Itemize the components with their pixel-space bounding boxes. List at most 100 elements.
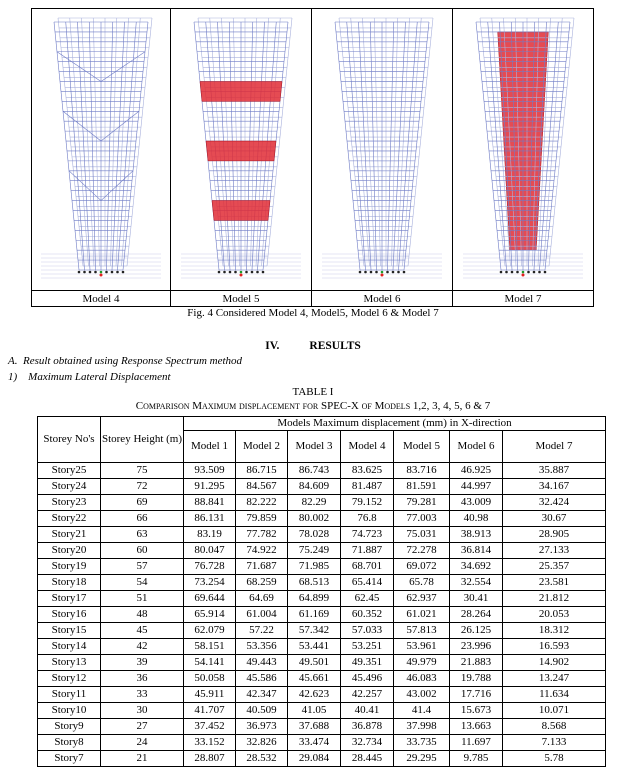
- table-cell: 27.133: [502, 542, 606, 559]
- table-cell: 86.131: [183, 510, 236, 527]
- data-row: Story14 42 58.151 53.356 53.441 53.251 53.961 2…: [37, 638, 606, 655]
- outrigger-band: [205, 140, 277, 162]
- table-cell: 54: [100, 574, 184, 591]
- support: [77, 270, 81, 274]
- table-cell: 77.782: [235, 526, 288, 543]
- column-line: [53, 21, 80, 271]
- table-cell: 50.058: [183, 670, 236, 687]
- figure-caption: Fig. 4 Considered Model 4, Model5, Model…: [187, 307, 439, 319]
- table-cell: 34.167: [502, 478, 606, 495]
- table-cell: 45: [100, 622, 184, 639]
- support: [239, 270, 243, 274]
- data-row: Story7 21 28.807 28.532 29.084 28.445 29.295 9.…: [37, 750, 606, 767]
- table-cell: 71.887: [340, 542, 394, 559]
- table-cell: 40.41: [340, 702, 394, 719]
- column-header: Model 5: [393, 430, 450, 463]
- support: [239, 273, 243, 277]
- table-cell: 36.878: [340, 718, 394, 735]
- table-cell: 69.072: [393, 558, 450, 575]
- panel-label: Model 4: [83, 293, 120, 305]
- data-row: Story13 39 54.141 49.443 49.501 49.351 49.979 2…: [37, 654, 606, 671]
- table-cell: 42.347: [235, 686, 288, 703]
- support: [245, 270, 248, 274]
- table-cell: 71.687: [235, 558, 288, 575]
- table-cell: 88.841: [183, 494, 236, 511]
- data-row: Story11 33 45.911 42.347 42.623 42.257 43.002 1…: [37, 686, 606, 703]
- support: [397, 270, 400, 274]
- subsubsection-heading: 1) Maximum Lateral Displacement: [8, 371, 171, 383]
- column-line: [479, 17, 506, 267]
- column-line: [396, 17, 410, 267]
- support: [83, 270, 86, 274]
- table-cell: 32.826: [235, 734, 288, 751]
- table-cell: 65.414: [340, 574, 394, 591]
- support: [380, 273, 384, 277]
- data-row: Story21 63 83.19 77.782 78.028 74.723 75.031 38…: [37, 526, 606, 543]
- table-cell: 69.644: [183, 590, 236, 607]
- brace: [100, 51, 146, 82]
- table-cell: 75.249: [287, 542, 341, 559]
- table-cell: 32.424: [502, 494, 606, 511]
- table-cell: 21.812: [502, 590, 606, 607]
- table-cell: 45.911: [183, 686, 236, 703]
- table-cell: 30.41: [449, 590, 503, 607]
- table-cell: 48: [100, 606, 184, 623]
- table-cell: 60.352: [340, 606, 394, 623]
- table-cell: 53.441: [287, 638, 341, 655]
- column-line: [266, 17, 293, 267]
- table-cell: 68.701: [340, 558, 394, 575]
- header-row: Storey No's Storey Height (m) Models Maxim…: [37, 416, 606, 463]
- data-row: Story9 27 37.452 36.973 37.688 36.878 37.998 13…: [37, 718, 606, 735]
- column-line: [77, 21, 91, 271]
- table-cell: 14.902: [502, 654, 606, 671]
- table-cell: 83.716: [393, 462, 450, 479]
- data-row: Story10 30 41.707 40.509 41.05 40.41 41.4 15.67…: [37, 702, 606, 719]
- table-cell: 15.673: [449, 702, 503, 719]
- table-cell: 57.033: [340, 622, 394, 639]
- table-cell: 68.259: [235, 574, 288, 591]
- figure: Model 4 Model 5 Model 6 Model 7: [31, 8, 594, 307]
- table-cell: 30.67: [502, 510, 606, 527]
- table-cell: 66: [100, 510, 184, 527]
- support: [110, 270, 114, 274]
- group-header: Models Maximum displacement (mm) in X-di…: [183, 416, 606, 431]
- table-cell: 23.581: [502, 574, 606, 591]
- data-row: Story18 54 73.254 68.259 68.513 65.414 65.78 32…: [37, 574, 606, 591]
- table-cell: 20.053: [502, 606, 606, 623]
- brace: [100, 170, 134, 201]
- table-cell: Story8: [37, 734, 101, 751]
- table-cell: 53.961: [393, 638, 450, 655]
- column-line: [528, 21, 536, 271]
- table-cell: Story16: [37, 606, 101, 623]
- table-cell: 82.222: [235, 494, 288, 511]
- table-cell: 58.151: [183, 638, 236, 655]
- column-line: [81, 17, 95, 267]
- column-line: [533, 21, 547, 271]
- table-cell: 40.509: [235, 702, 288, 719]
- table-cell: 37.452: [183, 718, 236, 735]
- brace: [100, 111, 140, 142]
- support: [223, 270, 226, 274]
- column-line: [350, 17, 370, 267]
- table-cell: 35.887: [502, 462, 606, 479]
- column-line: [111, 21, 125, 271]
- table-cell: 29.295: [393, 750, 450, 767]
- support: [369, 270, 373, 274]
- column-header: Model 7: [502, 430, 606, 463]
- table-cell: Story12: [37, 670, 101, 687]
- column-line: [358, 21, 372, 271]
- table-cell: Story18: [37, 574, 101, 591]
- table-cell: 43.002: [393, 686, 450, 703]
- subsection-heading: A. Result obtained using Response Spectr…: [8, 355, 242, 367]
- table-cell: Story19: [37, 558, 101, 575]
- table-cell: 42.623: [287, 686, 341, 703]
- table-cell: 84.567: [235, 478, 288, 495]
- table-cell: 51: [100, 590, 184, 607]
- table-cell: 5.78: [502, 750, 606, 767]
- column-line: [491, 17, 511, 267]
- column-line: [122, 21, 149, 271]
- table-cell: 41.05: [287, 702, 341, 719]
- table-cell: 65.78: [393, 574, 450, 591]
- table-cell: 61.004: [235, 606, 288, 623]
- table-cell: 10.071: [502, 702, 606, 719]
